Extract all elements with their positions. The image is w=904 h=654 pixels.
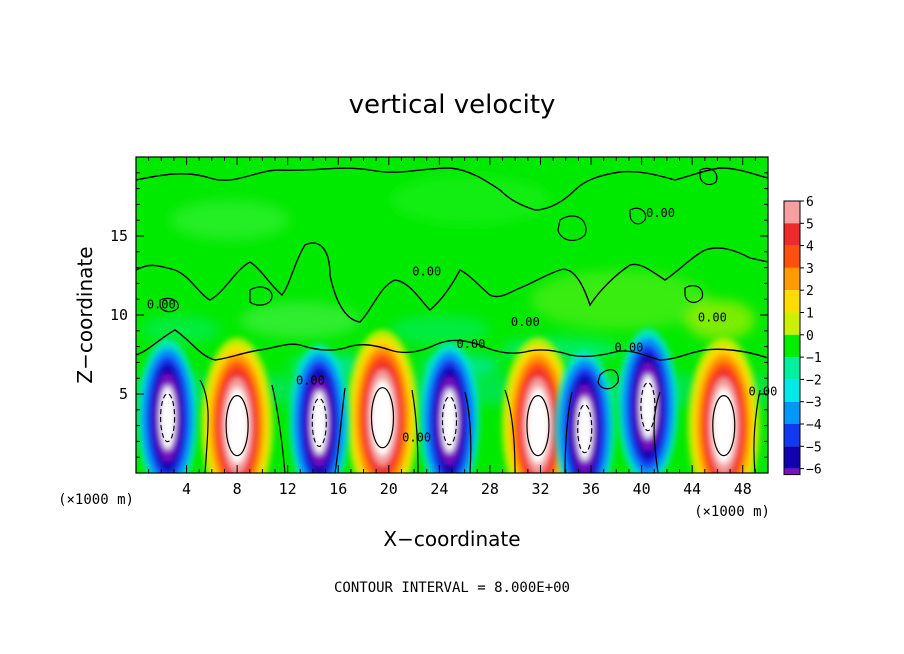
zero-contours	[136, 167, 768, 473]
colorbar-label-10: −4	[806, 418, 822, 433]
x-tick-label-6: 28	[481, 480, 499, 498]
updraft-contour-0	[225, 395, 249, 457]
x-tick-label-2: 12	[279, 480, 297, 498]
downdraft-cell-1	[289, 344, 350, 473]
colorbar-swatch-8	[784, 379, 800, 402]
zero-contour-line-upper	[136, 242, 768, 323]
colorbar-swatch-3	[784, 267, 800, 291]
contour-label-7: 0.00	[402, 430, 431, 444]
colorbar-swatch-7	[784, 357, 800, 380]
x-tick-label-3: 16	[329, 480, 347, 498]
zero-contour-line-mid	[136, 329, 768, 361]
downdraft-contour-4	[640, 382, 656, 432]
y-tick-label-2: 15	[110, 227, 128, 245]
y-tick-label-0: 5	[119, 385, 128, 403]
x-axis-unit: (×1000 m)	[694, 504, 770, 520]
downdraft-cell-0	[137, 339, 198, 473]
colorbar-label-9: −3	[806, 396, 822, 411]
colorbar-label-12: −6	[806, 463, 822, 478]
contour-interval-note: CONTOUR INTERVAL = 8.000E+00	[334, 580, 570, 596]
colorbar-label-3: 3	[806, 262, 814, 277]
colorbar-swatch-10	[784, 424, 800, 447]
downdraft-contour-3	[577, 404, 593, 454]
chart-title: vertical velocity	[349, 90, 556, 120]
contour-label-2: 0.00	[511, 315, 540, 329]
zero-contour-line-low	[199, 379, 761, 473]
updraft-contour-1	[370, 387, 395, 449]
colorbar-label-5: 1	[806, 307, 814, 322]
colorbar-label-11: −5	[806, 440, 822, 455]
downdraft-contour-2	[441, 396, 458, 446]
x-tick-label-1: 8	[233, 480, 242, 498]
x-tick-label-5: 24	[430, 480, 448, 498]
contour-label-3: 0.00	[615, 340, 644, 354]
contour-labels: 0.00 0.00 0.00 0.00 0.00 0.00 0.00 0.00 0.00 0.00	[147, 206, 778, 444]
colorbar-label-0: 6	[806, 195, 814, 210]
updraft-cell-3	[687, 337, 760, 473]
x-tick-label-0: 4	[182, 480, 191, 498]
y-axis-unit: (×1000 m)	[58, 492, 134, 508]
colorbar-label-8: −2	[806, 373, 822, 388]
colorbar-swatch-4	[784, 290, 800, 313]
colorbar-swatch-6	[784, 334, 800, 358]
updraft-contour-3	[712, 395, 736, 457]
colorbar-label-7: −1	[806, 351, 822, 366]
updraft-contour-2	[526, 395, 550, 457]
downdraft-cell-4	[617, 328, 678, 473]
colorbar-label-6: 0	[806, 329, 814, 344]
convective-cells	[137, 328, 760, 473]
colorbar: 6 5 4 3 2 1 0 −1 −2 −3 −4 −5 −6	[783, 195, 822, 478]
colorbar-swatch-1	[784, 223, 800, 246]
contour-label-9: 0.00	[748, 385, 777, 399]
contour-label-1: 0.00	[412, 265, 441, 279]
contour-label-4: 0.00	[646, 206, 675, 220]
x-tick-label-7: 32	[531, 480, 549, 498]
x-tick-label-8: 36	[582, 480, 600, 498]
x-axis-title: X−coordinate	[383, 527, 520, 551]
x-tick-label-4: 20	[380, 480, 398, 498]
contour-label-5: 0.00	[147, 298, 176, 312]
downdraft-contour-1	[311, 397, 327, 447]
x-tick-label-11: 48	[734, 480, 752, 498]
zero-contour-loops	[159, 167, 718, 390]
colorbar-swatch-11	[784, 446, 800, 469]
y-tick-label-1: 10	[110, 306, 128, 324]
downdraft-cell-3	[554, 350, 615, 473]
contour-label-6: 0.00	[296, 374, 325, 388]
colorbar-label-1: 5	[806, 217, 814, 232]
colorbar-label-2: 4	[806, 240, 814, 255]
contour-label-8: 0.00	[698, 310, 727, 324]
y-axis-title: Z−coordinate	[73, 246, 97, 383]
colorbar-frame	[783, 200, 801, 476]
downdraft-cell-2	[419, 342, 480, 473]
updraft-cell-1	[346, 329, 419, 473]
colorbar-swatch-0	[784, 201, 800, 224]
downdraft-contour-0	[160, 393, 176, 443]
zero-contour-line-top	[136, 167, 768, 211]
colorbar-label-4: 2	[806, 284, 814, 299]
colorbar-swatch-12	[784, 468, 800, 475]
heatmap-field	[136, 157, 768, 473]
updraft-cell-0	[201, 337, 274, 473]
colorbar-swatch-9	[784, 401, 800, 424]
x-tick-label-10: 44	[683, 480, 701, 498]
colorbar-swatch-5	[784, 312, 800, 335]
colorbar-swatch-2	[784, 245, 800, 268]
x-tick-label-9: 40	[633, 480, 651, 498]
contour-label-0: 0.00	[457, 337, 486, 351]
